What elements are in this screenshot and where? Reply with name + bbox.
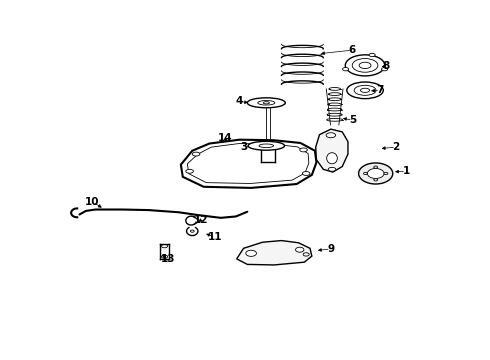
Ellipse shape <box>328 167 336 171</box>
Ellipse shape <box>354 85 376 95</box>
Ellipse shape <box>162 244 168 248</box>
Ellipse shape <box>186 169 194 173</box>
Ellipse shape <box>347 82 383 99</box>
Ellipse shape <box>247 98 285 108</box>
Ellipse shape <box>263 102 270 104</box>
Text: 6: 6 <box>348 45 356 55</box>
Text: 1: 1 <box>402 166 410 176</box>
Ellipse shape <box>352 59 378 72</box>
Text: 8: 8 <box>382 61 390 71</box>
Text: 4: 4 <box>235 96 243 107</box>
Ellipse shape <box>368 168 384 179</box>
Ellipse shape <box>361 88 369 93</box>
Ellipse shape <box>374 166 378 168</box>
Ellipse shape <box>327 153 337 164</box>
Ellipse shape <box>258 100 275 105</box>
Ellipse shape <box>326 133 336 138</box>
Ellipse shape <box>259 144 273 148</box>
Ellipse shape <box>359 62 371 68</box>
Text: 2: 2 <box>392 142 400 152</box>
Ellipse shape <box>327 108 342 111</box>
Text: 10: 10 <box>85 197 99 207</box>
Ellipse shape <box>327 118 343 121</box>
Ellipse shape <box>382 67 388 71</box>
Ellipse shape <box>328 98 341 100</box>
Ellipse shape <box>190 230 194 232</box>
Polygon shape <box>237 240 312 265</box>
Ellipse shape <box>328 93 341 95</box>
Ellipse shape <box>327 113 343 116</box>
Ellipse shape <box>300 148 307 152</box>
Ellipse shape <box>374 179 378 181</box>
Ellipse shape <box>359 163 393 184</box>
Text: 7: 7 <box>376 85 384 95</box>
Text: 12: 12 <box>194 215 208 225</box>
Ellipse shape <box>364 172 368 175</box>
Polygon shape <box>316 129 348 172</box>
Ellipse shape <box>295 247 304 252</box>
Text: 11: 11 <box>208 232 222 242</box>
Ellipse shape <box>248 141 285 150</box>
Ellipse shape <box>369 53 375 57</box>
Ellipse shape <box>328 103 342 106</box>
Text: 3: 3 <box>241 142 248 152</box>
Ellipse shape <box>162 255 168 258</box>
Ellipse shape <box>384 172 388 175</box>
Text: 5: 5 <box>349 115 357 125</box>
Ellipse shape <box>303 253 309 256</box>
Ellipse shape <box>329 87 341 90</box>
Ellipse shape <box>246 250 256 256</box>
Text: 14: 14 <box>218 133 233 143</box>
Ellipse shape <box>345 55 385 76</box>
Ellipse shape <box>343 67 348 71</box>
Text: 13: 13 <box>161 255 175 264</box>
Text: 9: 9 <box>327 244 335 254</box>
Ellipse shape <box>302 172 310 175</box>
Ellipse shape <box>192 152 200 156</box>
